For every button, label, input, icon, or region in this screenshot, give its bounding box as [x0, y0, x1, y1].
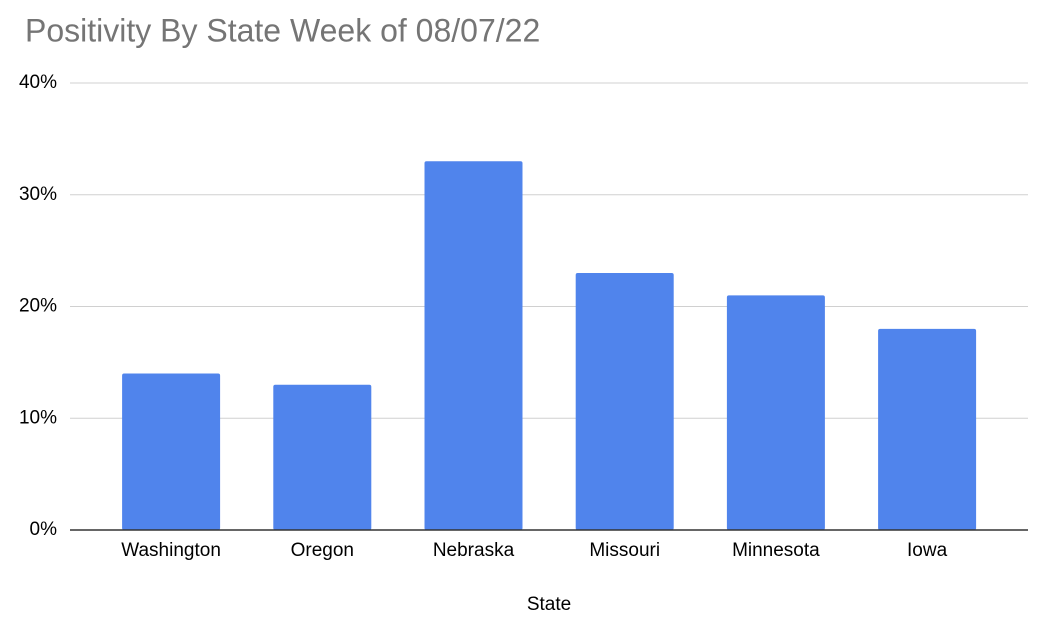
y-tick-label: 40% [19, 72, 57, 93]
x-tick-label: Missouri [589, 540, 660, 561]
x-tick-label: Minnesota [732, 540, 820, 561]
bar [575, 272, 674, 530]
bar [122, 373, 221, 530]
y-tick-label: 30% [19, 184, 57, 205]
x-tick-label: Oregon [291, 540, 354, 561]
y-tick-label: 20% [19, 296, 57, 317]
y-tick-label: 0% [30, 519, 58, 540]
bar [424, 161, 523, 530]
x-tick-label: Iowa [907, 540, 948, 561]
chart-title: Positivity By State Week of 08/07/22 [25, 12, 540, 48]
bar [726, 295, 825, 530]
x-tick-label: Nebraska [433, 540, 515, 561]
x-tick-label: Washington [121, 540, 221, 561]
y-tick-label: 10% [19, 407, 57, 428]
bar [273, 384, 372, 530]
bar [878, 328, 977, 530]
x-axis-label: State [527, 594, 571, 615]
